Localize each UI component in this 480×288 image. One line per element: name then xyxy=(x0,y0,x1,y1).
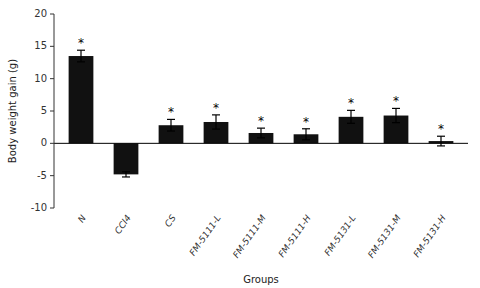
error-cap xyxy=(257,137,265,138)
x-tick-label: N xyxy=(76,213,88,224)
y-tick xyxy=(50,208,54,209)
error-stem xyxy=(440,136,441,146)
error-bar xyxy=(122,172,130,177)
y-tick xyxy=(50,78,54,79)
error-bar xyxy=(257,128,265,138)
annotation: * xyxy=(213,101,219,115)
error-cap xyxy=(77,61,85,62)
y-tick-label: -10 xyxy=(31,202,47,213)
bars xyxy=(69,50,454,177)
y-tick xyxy=(50,175,54,176)
error-stem xyxy=(305,129,306,140)
annotation: * xyxy=(303,115,309,129)
x-tick-label: FM-5131-L xyxy=(323,213,358,258)
y-tick-label: 20 xyxy=(34,8,47,19)
y-tick-label: 5 xyxy=(41,105,47,116)
error-bar xyxy=(302,129,310,140)
x-tick-label: FM-5111-L xyxy=(188,213,223,258)
x-tick-label: CCl4 xyxy=(113,213,133,236)
y-tick-label: -5 xyxy=(37,170,47,181)
x-tick-label: FM-5131-M xyxy=(366,213,403,260)
error-cap xyxy=(347,123,355,124)
error-bar xyxy=(212,115,220,129)
annotation: * xyxy=(168,105,174,119)
annotation: * xyxy=(78,36,84,50)
x-tick-label: FM-5131-H xyxy=(412,213,448,259)
y-tick-label: 10 xyxy=(34,73,47,84)
error-cap xyxy=(122,171,130,172)
annotation: * xyxy=(258,114,264,128)
error-cap xyxy=(437,145,445,146)
bar xyxy=(114,143,139,174)
annotation: * xyxy=(438,122,444,136)
chart-container: -10-505101520NCCl4CSFM-5111-LFM-5111-MFM… xyxy=(0,0,480,288)
x-axis-label: Groups xyxy=(243,274,279,285)
error-cap xyxy=(212,129,220,130)
error-cap xyxy=(392,122,400,123)
error-stem xyxy=(80,50,81,62)
x-tick-label: FM-5111-H xyxy=(277,213,313,259)
error-stem xyxy=(350,110,351,123)
error-bar xyxy=(437,136,445,146)
annotation: * xyxy=(393,94,399,108)
y-tick xyxy=(50,143,54,144)
y-tick-label: 0 xyxy=(41,137,47,148)
error-stem xyxy=(395,108,396,122)
error-bar xyxy=(167,119,175,131)
y-tick xyxy=(50,14,54,15)
x-tick-label: CS xyxy=(163,213,178,229)
error-stem xyxy=(215,115,216,129)
y-tick xyxy=(50,46,54,47)
chart: -10-505101520NCCl4CSFM-5111-LFM-5111-MFM… xyxy=(0,0,480,288)
error-stem xyxy=(260,128,261,138)
error-cap xyxy=(302,139,310,140)
y-tick-label: 15 xyxy=(34,40,47,51)
error-bar xyxy=(77,50,85,62)
y-axis-label: Body weight gain (g) xyxy=(7,59,18,163)
x-tick-label: FM-5111-M xyxy=(231,213,268,260)
zero-line xyxy=(54,143,468,144)
annotation: * xyxy=(348,96,354,110)
error-bar xyxy=(392,108,400,122)
error-bar xyxy=(347,110,355,123)
error-cap xyxy=(167,130,175,131)
error-stem xyxy=(125,172,126,177)
bar xyxy=(69,56,94,143)
error-stem xyxy=(170,119,171,131)
y-tick xyxy=(50,111,54,112)
error-cap xyxy=(122,176,130,177)
